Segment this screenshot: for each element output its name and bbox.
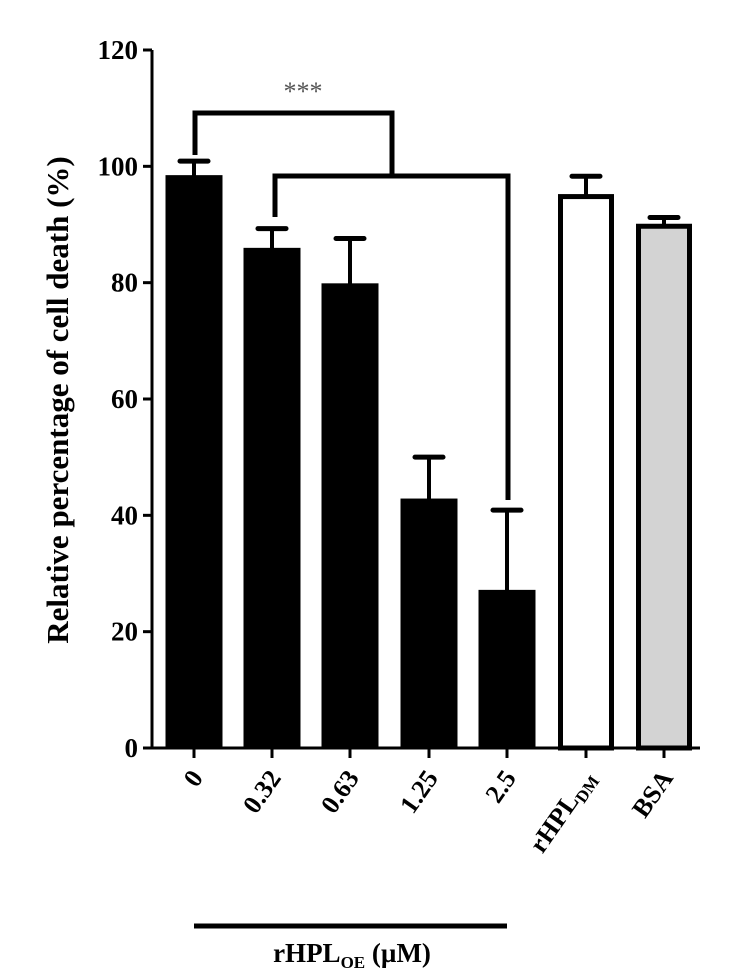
group-label-text: rHPLOE (µM) [273,938,431,972]
y-tick-label: 0 [125,733,139,763]
significance-brackets [192,110,511,500]
bracket-control [192,110,395,176]
x-tick-label: 0 [178,765,209,792]
y-tick-label: 120 [98,35,139,65]
y-axis-label: Relative percentage of cell death (%) [40,156,75,644]
y-tick-label: 100 [98,151,139,181]
x-tick-label: 0.32 [237,765,287,819]
bar [243,247,301,749]
bar [400,498,458,749]
y-axis: 0 20 40 60 80 100 120 [98,35,154,763]
bar [321,283,379,749]
x-tick-label: 1.25 [394,765,444,819]
x-group-label: rHPLOE (µM) [194,923,507,972]
bars [165,158,692,751]
y-tick-label: 80 [111,268,138,298]
bracket-treatments [272,173,511,500]
x-tick-label: 0.63 [315,765,365,819]
bar [478,589,536,749]
y-tick-label: 40 [111,500,138,530]
x-tick-label: 2.5 [480,765,522,808]
y-tick-label: 60 [111,384,138,414]
y-tick-label: 20 [111,617,138,647]
bar [558,194,614,751]
x-tick-label: rHPLDM [524,765,604,860]
significance-stars: *** [284,77,323,106]
bar [165,175,223,749]
bar [636,223,692,751]
x-tick-label: BSA [626,765,679,823]
